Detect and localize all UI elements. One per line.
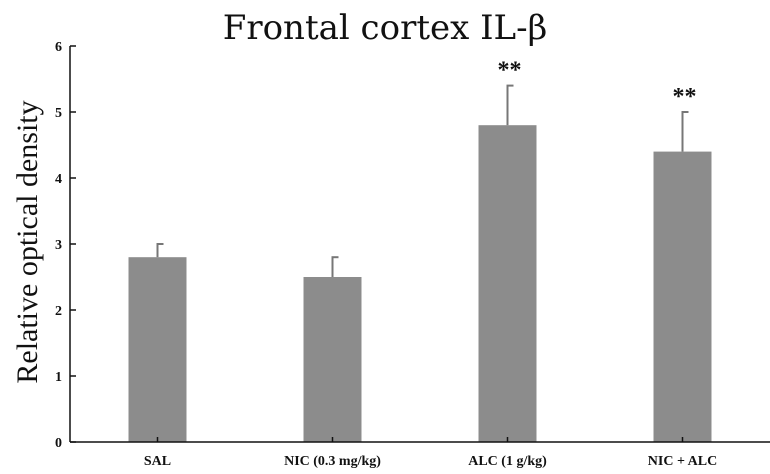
x-tick-label: NIC (0.3 mg/kg) [284,454,381,469]
bar [653,151,712,442]
significance-annotations: ** ** [498,58,697,110]
significance-marker: ** [673,84,697,110]
y-axis-label: Relative optical density [11,100,44,383]
y-tick-label: 2 [55,304,62,319]
x-tick-label: SAL [144,454,171,469]
chart-title: Frontal cortex IL-β [223,8,548,48]
y-tick-label: 5 [55,106,62,121]
x-tick-label: ALC (1 g/kg) [468,454,547,469]
y-tick-label: 1 [55,370,62,385]
error-bars [156,84,689,277]
bar [128,257,187,442]
y-tick-label: 0 [55,436,62,451]
y-axis-ticks: 0 1 2 3 4 5 6 [55,40,76,451]
x-tick-label: NIC + ALC [648,454,717,469]
x-axis-ticks: SAL NIC (0.3 mg/kg) ALC (1 g/kg) NIC + ALC [144,437,717,469]
y-tick-label: 4 [55,172,62,187]
significance-marker: ** [498,58,522,84]
bar [478,125,537,442]
bars [128,125,712,442]
bar [303,277,362,442]
y-tick-label: 6 [55,40,62,55]
y-tick-label: 3 [55,238,62,253]
